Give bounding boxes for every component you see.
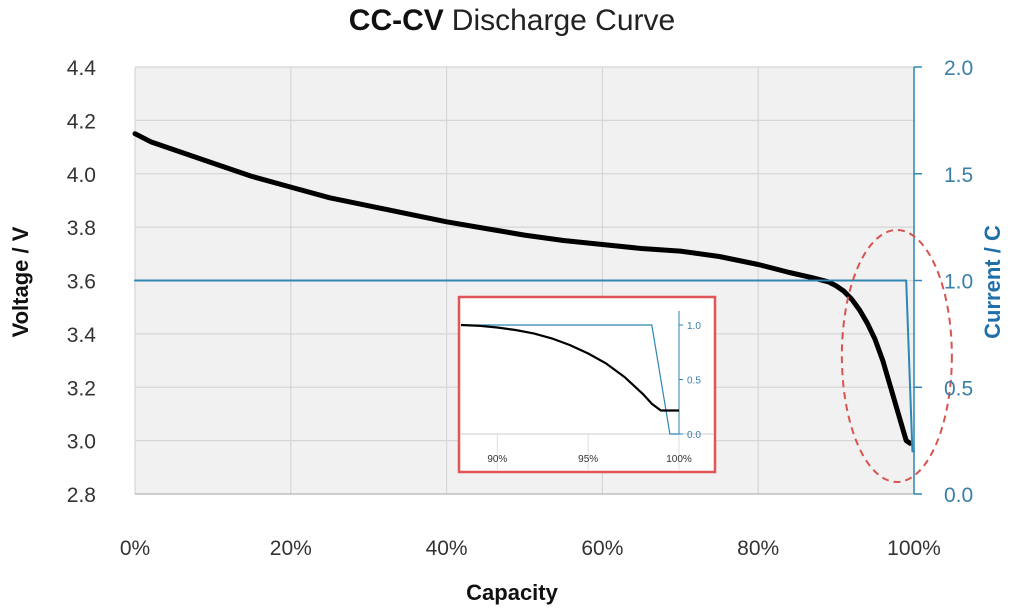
y2-tick-label: 1.5 — [944, 164, 973, 187]
inset-x-tick-label: 100% — [666, 454, 692, 465]
inset-x-tick-label: 90% — [487, 454, 507, 465]
y-tick-label: 4.4 — [67, 57, 97, 80]
x-tick-label: 60% — [581, 537, 623, 560]
y2-axis-label: Current / C — [980, 225, 1005, 339]
x-tick-label: 100% — [887, 537, 941, 560]
y2-tick-label: 2.0 — [944, 57, 973, 80]
highlight-ellipse — [840, 229, 953, 483]
voltage-line — [132, 131, 913, 446]
inset-voltage-line — [460, 323, 679, 412]
inset-frame — [457, 295, 717, 474]
x-axis-label: Capacity — [466, 580, 558, 605]
chart-title-bold: CC-CV — [349, 4, 444, 37]
x-tick-label: 0% — [120, 537, 150, 560]
series-group — [132, 131, 915, 453]
x-tick-label: 20% — [270, 537, 312, 560]
inset-x-tick-label: 95% — [578, 454, 598, 465]
inset-chart: 0.0 0.5 1.0 90% 95% 100% — [457, 295, 717, 474]
inset-y2-tick-label: 1.0 — [687, 321, 701, 332]
inset-y2-tick-label: 0.0 — [687, 430, 701, 441]
y-tick-label: 3.0 — [67, 431, 96, 454]
y-tick-label: 3.4 — [67, 324, 97, 347]
inset-current-line — [461, 324, 679, 435]
annotation-group — [840, 229, 953, 483]
y-tick-label: 3.2 — [67, 377, 96, 400]
chart-title-rest: Discharge Curve — [452, 4, 675, 37]
inset-y2-tick-label: 0.5 — [687, 376, 701, 387]
y-tick-label: 3.8 — [67, 217, 96, 240]
current-line — [134, 279, 915, 453]
tick-labels: 2.8 3.0 3.2 3.4 3.6 3.8 4.0 4.2 4.4 0.0 0.5 1.0 1.5 2… — [67, 57, 973, 560]
y2-tick-label: 0.5 — [944, 377, 973, 400]
x-tick-label: 80% — [737, 537, 779, 560]
y-tick-label: 4.2 — [67, 110, 96, 133]
y2-tick-label: 1.0 — [944, 271, 973, 294]
y2-tick-label: 0.0 — [944, 484, 973, 507]
y-tick-label: 4.0 — [67, 164, 96, 187]
y-tick-label: 2.8 — [67, 484, 96, 507]
chart-title: CC-CV Discharge Curve — [349, 4, 675, 37]
y-axis-label: Voltage / V — [8, 226, 33, 337]
x-tick-label: 40% — [426, 537, 468, 560]
axes — [135, 66, 922, 495]
y-tick-label: 3.6 — [67, 271, 96, 294]
